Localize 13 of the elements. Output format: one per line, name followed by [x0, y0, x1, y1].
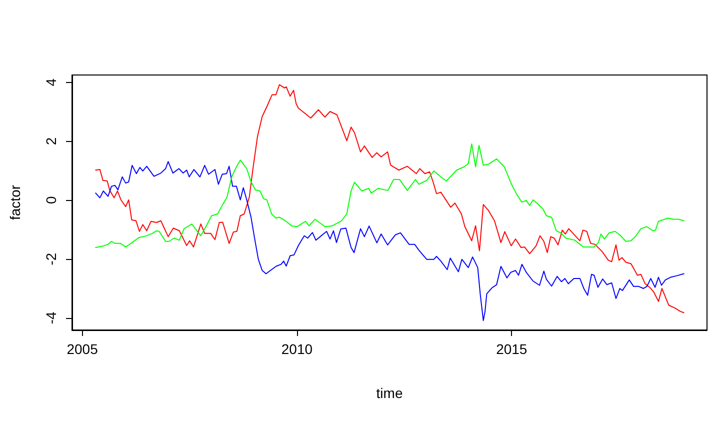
line-series — [95, 143, 684, 248]
y-tick-label: 2 — [43, 137, 59, 146]
x-tick-label: 2005 — [66, 341, 98, 357]
x-tick-label: 2015 — [496, 341, 528, 357]
y-tick-label: 0 — [43, 196, 59, 204]
y-axis-title: factor — [7, 184, 23, 220]
x-tick-label: 2010 — [281, 341, 313, 357]
y-tick-label: 4 — [43, 78, 59, 86]
line-series — [95, 84, 684, 314]
x-axis-title: time — [376, 385, 403, 401]
line-series — [95, 161, 684, 322]
y-tick-label: -4 — [43, 311, 59, 324]
y-tick-label: -2 — [43, 252, 59, 266]
